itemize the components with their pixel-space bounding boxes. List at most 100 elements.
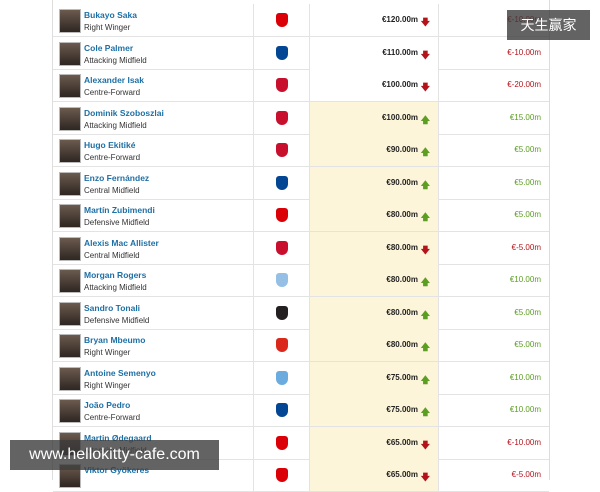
player-cell: Cole Palmer Attacking Midfield [53,36,254,69]
player-name[interactable]: Enzo Fernández [84,172,150,183]
player-photo [59,106,81,131]
market-value: €75.00m [386,405,418,414]
market-value: €80.00m [386,275,418,284]
player-name[interactable]: Alexander Isak [84,75,145,85]
player-name[interactable]: Hugo Ekitiké [84,140,136,150]
player-name[interactable]: Bryan Mbeumo [84,335,146,345]
player-photo [59,236,81,261]
club-crest [276,45,288,60]
player-position: Centre-Forward [84,153,141,162]
club-crest [276,468,288,482]
change-cell: €5.00m [439,297,549,329]
trend-arrow: 🡇 [420,49,430,60]
player-position: Centre-Forward [84,413,141,422]
club-cell [254,394,310,426]
player-cell: Martín Zubimendi Defensive Midfield [53,199,254,231]
player-cell: Hugo Ekitiké Centre-Forward [53,134,254,166]
player-photo [59,399,81,423]
player-name[interactable]: Sandro Tonali [84,302,141,313]
player-position: Central Midfield [84,185,140,195]
change-cell: €5.00m [439,199,549,231]
player-row: Martin ØdegaardAttacking Midfield€65.00m… [53,426,549,460]
change-cell: €10.00m [439,362,549,394]
club-crest [276,78,288,92]
value-cell: €90.00m 🡅 [310,134,439,166]
club-cell [254,199,310,231]
value-change: €15.00m [509,112,541,122]
club-cell [254,264,310,296]
player-cell: Bryan Mbeumo Right Winger [53,329,254,361]
player-row: Bryan Mbeumo Right Winger €80.00m 🡅 €5.00m [53,329,549,362]
trend-arrow: 🡅 [420,179,430,190]
trend-arrow: 🡇 [420,17,430,27]
player-name[interactable]: Martín Zubimendi [84,205,155,215]
trend-arrow: 🡅 [420,114,430,125]
club-crest [276,370,288,385]
player-cell: Sandro Tonali Defensive Midfield [53,296,254,329]
value-cell: €100.00m 🡅 [310,101,439,134]
market-value: €110.00m [382,47,418,57]
player-position: Attacking Midfield [84,120,147,130]
player-photo [59,269,81,293]
value-change: €-10.00m [507,437,541,447]
market-value-table: Bukayo Saka Right Winger €120.00m🡇 €-10.00m… [52,0,550,492]
club-cell [254,101,310,134]
player-position: Central Midfield [84,250,140,260]
value-change: €-5.00m [511,470,541,479]
player-name[interactable]: Antoine Semenyo [84,367,156,378]
player-name[interactable]: Viktor Gyökeres [84,465,150,475]
value-cell: €80.00m 🡅 [310,329,439,361]
change-cell: €10.00m [439,264,549,296]
player-name[interactable]: João Pedro [84,400,131,410]
player-name[interactable]: Martin Ødegaard [84,432,152,443]
club-cell [254,134,310,166]
club-cell [254,69,310,101]
market-value: €80.00m [386,242,418,252]
player-name[interactable]: Alexis Mac Allister [84,237,159,248]
club-cell [254,166,310,199]
player-name[interactable]: Morgan Rogers [84,270,147,280]
player-row: Antoine Semenyo Right Winger €75.00m 🡅 €10.0… [53,361,549,395]
trend-arrow: 🡇 [420,439,430,450]
player-cell: Alexander Isak Centre-Forward [53,69,254,101]
value-change: €5.00m [514,145,541,154]
player-row: Sandro Tonali Defensive Midfield €80.00m 🡅 €… [53,296,549,330]
player-position: Centre-Forward [84,88,141,97]
value-cell: €120.00m 🡇 [310,4,439,36]
player-name[interactable]: Cole Palmer [84,42,134,53]
change-cell: €-10.00m [439,37,549,69]
trend-arrow: 🡇 [420,244,430,255]
player-position: Right Winger [84,23,131,32]
value-cell: €80.00m 🡅 [310,264,439,296]
player-row: Alexis Mac Allister Central Midfield €80.0… [53,231,549,265]
value-change: €10.00m [509,372,541,382]
trend-arrow: 🡅 [420,309,430,320]
value-change: €-20.00m [507,80,541,89]
value-cell: €65.00m 🡇 [310,459,439,491]
player-cell: João Pedro Centre-Forward [53,394,254,426]
club-crest [276,305,288,320]
player-row: Martín Zubimendi Defensive Midfield €80.00… [53,199,549,232]
club-crest [276,435,288,450]
value-change: €-10.00m [507,47,541,57]
player-photo [59,74,81,98]
player-cell: Enzo Fernández Central Midfield [53,166,254,199]
change-cell: €5.00m [439,329,549,361]
player-position: Right Winger [84,348,131,357]
club-crest [276,240,288,255]
player-photo [59,301,81,326]
player-row: Hugo Ekitiké Centre-Forward €90.00m 🡅 €5.00m [53,134,549,167]
value-change: €10.00m [509,275,541,284]
club-crest [276,273,288,287]
player-position: Right Winger [84,380,131,390]
trend-arrow: 🡅 [420,147,430,157]
club-cell [254,296,310,329]
player-name[interactable]: Bukayo Saka [84,10,137,20]
player-name[interactable]: Dominik Szoboszlai [84,107,164,118]
value-change: €-5.00m [511,242,541,252]
value-cell: €80.00m 🡅 [310,296,439,329]
value-change: €5.00m [514,210,541,219]
club-cell [254,36,310,69]
player-position: Attacking Midfield [84,283,147,292]
player-row: Enzo Fernández Central Midfield €90.00m 🡅 €5… [53,166,549,200]
